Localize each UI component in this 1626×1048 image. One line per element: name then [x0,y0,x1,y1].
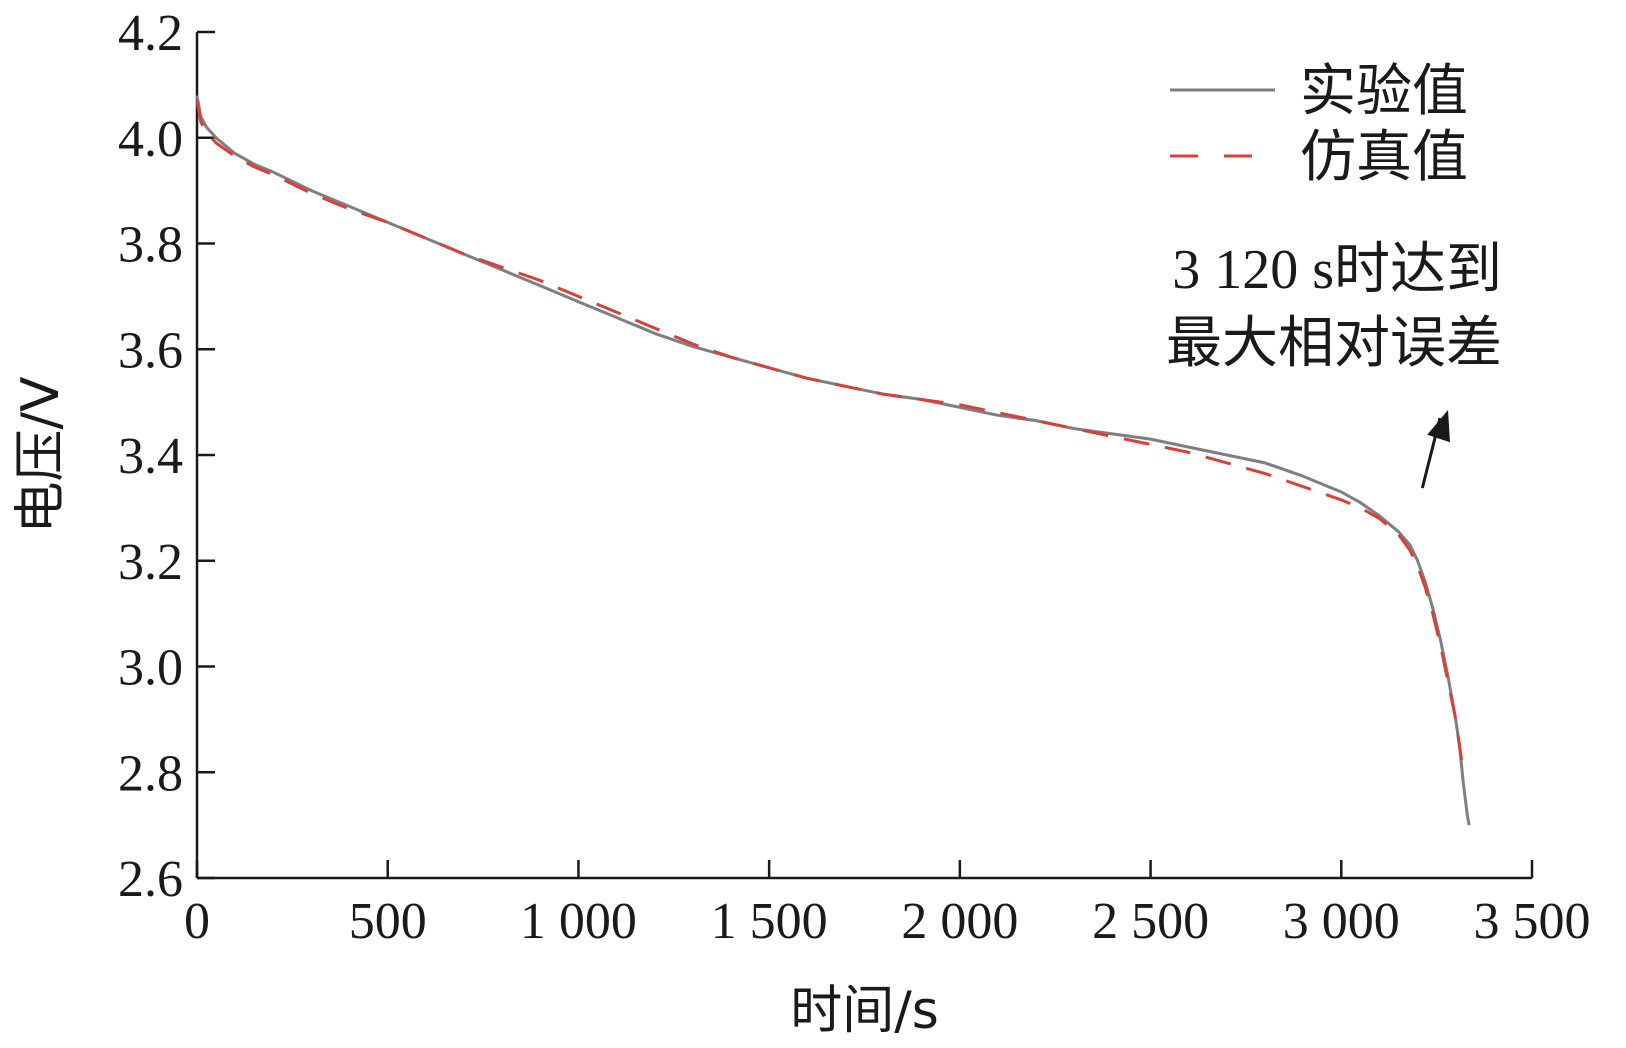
y-tick-label: 4.0 [118,111,183,168]
series-line-simulated [195,100,1465,773]
y-tick-label: 3.0 [118,640,183,697]
legend-label-experimental: 实验值 [1300,59,1468,124]
y-tick-label: 2.8 [118,745,183,802]
annotation-text-line-2: 最大相对误差 [1166,313,1502,375]
series-line-experimental [195,95,1471,826]
y-tick-label: 3.6 [118,322,183,379]
x-tick-label: 500 [349,893,427,950]
x-tick-label: 2 000 [901,893,1018,950]
x-tick-label: 3 000 [1283,893,1400,950]
x-tick-label: 1 000 [520,893,637,950]
legend-label-simulated: 仿真值 [1300,125,1468,190]
x-axis-title: 时间/s [790,981,939,1041]
x-tick-label: 3 500 [1474,893,1591,950]
y-tick-label: 2.6 [118,851,183,908]
axes: 2.6 2.8 3.0 3.2 3.4 3.6 3.8 4.0 4.2 0 500 1 000 1 50… [11,5,1591,1041]
y-axis-title: 电压/V [11,376,71,534]
x-tick-label: 1 500 [711,893,828,950]
y-tick-label: 3.8 [118,217,183,274]
x-tick-label: 2 500 [1092,893,1209,950]
annotation-text-line-1: 3 120 s时达到 [1172,239,1502,301]
annotation-arrow-head [1427,410,1451,443]
series-lines [195,95,1471,826]
y-tick-label: 3.4 [118,428,183,485]
y-tick-label: 4.2 [118,5,183,62]
y-tick-label: 3.2 [118,534,183,591]
x-tick-label: 0 [184,893,210,950]
